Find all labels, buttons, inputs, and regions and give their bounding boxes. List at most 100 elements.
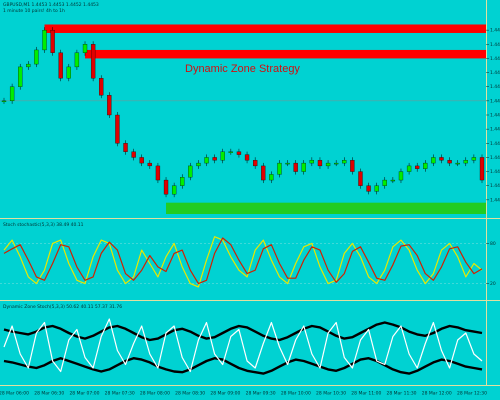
candle xyxy=(123,143,128,152)
candle xyxy=(253,160,258,167)
candle xyxy=(236,151,242,155)
candle xyxy=(34,49,39,65)
zone xyxy=(166,202,486,214)
candle xyxy=(147,162,152,167)
series-line xyxy=(3,318,483,373)
candle xyxy=(18,66,23,87)
candle xyxy=(204,157,209,164)
candle xyxy=(90,44,96,79)
candle xyxy=(447,160,452,164)
candle xyxy=(277,162,282,175)
zone xyxy=(44,24,486,33)
main-title: GBPUSD,M1 1.4453 1.4453 1.4452 1.4453 xyxy=(3,2,99,8)
y-tick-label: 1.4485 xyxy=(490,28,500,34)
candle xyxy=(188,165,193,178)
candle xyxy=(325,162,331,167)
time-label: 28 Mar 07:00 xyxy=(69,391,99,397)
main-subtitle: 1 minute 10 pairs! 4h to 1h xyxy=(3,8,65,14)
candle xyxy=(439,157,444,161)
y-tick-label: 1.4455 xyxy=(490,113,500,119)
time-label: 28 Mar 10:00 xyxy=(281,391,311,397)
plot-layer: 1.4425 1.4430 1.4435 1.4440 1.4445 1.4450 1.44… xyxy=(0,24,500,397)
zone xyxy=(85,49,486,59)
y-tick-label: 1.4450 xyxy=(490,127,500,133)
time-label: 28 Mar 08:30 xyxy=(175,391,205,397)
candle xyxy=(82,44,88,53)
y-tick-label: 1.4465 xyxy=(490,84,500,90)
y-tick-label: 1.4480 xyxy=(490,42,500,48)
candle xyxy=(415,165,420,169)
time-label: 28 Mar 09:00 xyxy=(210,391,240,397)
candle xyxy=(74,52,80,68)
y-tick-label: 1.4435 xyxy=(490,169,500,175)
y-tick-label: 80 xyxy=(490,241,496,247)
candle xyxy=(196,162,201,167)
y-tick-label: 1.4430 xyxy=(490,183,500,189)
candle xyxy=(366,185,371,192)
candle xyxy=(285,162,290,165)
y-tick-label: 20 xyxy=(490,281,496,287)
time-label: 28 Mar 08:00 xyxy=(140,391,170,397)
candle xyxy=(455,162,460,165)
candle xyxy=(350,160,355,172)
candle xyxy=(155,165,161,181)
candle xyxy=(180,177,185,186)
candle xyxy=(99,78,104,96)
time-label: 28 Mar 06:30 xyxy=(34,391,64,397)
candle xyxy=(342,160,347,164)
y-tick-label: 1.4470 xyxy=(490,70,500,76)
y-tick-label: 1.4445 xyxy=(490,141,500,147)
candle xyxy=(50,29,55,53)
candle xyxy=(139,157,144,164)
time-label: 28 Mar 10:30 xyxy=(316,391,346,397)
series-line xyxy=(3,357,483,375)
candle xyxy=(228,151,233,153)
candle xyxy=(479,157,485,181)
candle xyxy=(406,165,412,172)
candle xyxy=(293,162,298,172)
time-label: 28 Mar 07:30 xyxy=(105,391,135,397)
candle xyxy=(220,151,225,161)
candle xyxy=(471,157,477,161)
candle xyxy=(269,174,274,181)
candle xyxy=(163,179,169,195)
candle xyxy=(66,66,71,79)
candle xyxy=(334,162,339,165)
time-label: 28 Mar 12:00 xyxy=(422,391,452,397)
time-label: 28 Mar 11:30 xyxy=(387,391,417,397)
candle xyxy=(58,52,63,79)
candle xyxy=(374,185,379,192)
candle xyxy=(9,86,15,102)
y-tick-label: 1.4460 xyxy=(490,98,500,104)
candle xyxy=(1,100,7,103)
candle xyxy=(115,114,120,144)
candle xyxy=(261,165,266,181)
time-label: 28 Mar 06:00 xyxy=(0,391,29,397)
annotation: Dynamic Zone Strategy xyxy=(185,63,300,75)
candle xyxy=(107,95,112,116)
stoch-title: Stoch stochastic(5,3,3) 38.49 40.11 xyxy=(3,222,84,228)
time-label: 28 Mar 09:30 xyxy=(246,391,276,397)
candle xyxy=(42,29,47,51)
candle xyxy=(382,179,387,186)
y-tick-label: 1.4440 xyxy=(490,155,500,161)
candle xyxy=(423,162,428,169)
candle xyxy=(171,185,177,195)
series-line xyxy=(3,236,483,288)
candle xyxy=(131,151,136,158)
candle xyxy=(26,63,31,68)
candle xyxy=(317,160,323,167)
candle xyxy=(463,160,468,164)
candle xyxy=(244,154,250,161)
candle xyxy=(431,157,436,164)
y-tick-label: 1.4475 xyxy=(490,56,500,62)
candle xyxy=(212,157,217,161)
time-label: 28 Mar 11:00 xyxy=(351,391,381,397)
y-tick-label: 1.4425 xyxy=(490,197,500,203)
candle xyxy=(358,171,363,186)
candle xyxy=(398,171,404,181)
series-line xyxy=(3,321,483,342)
